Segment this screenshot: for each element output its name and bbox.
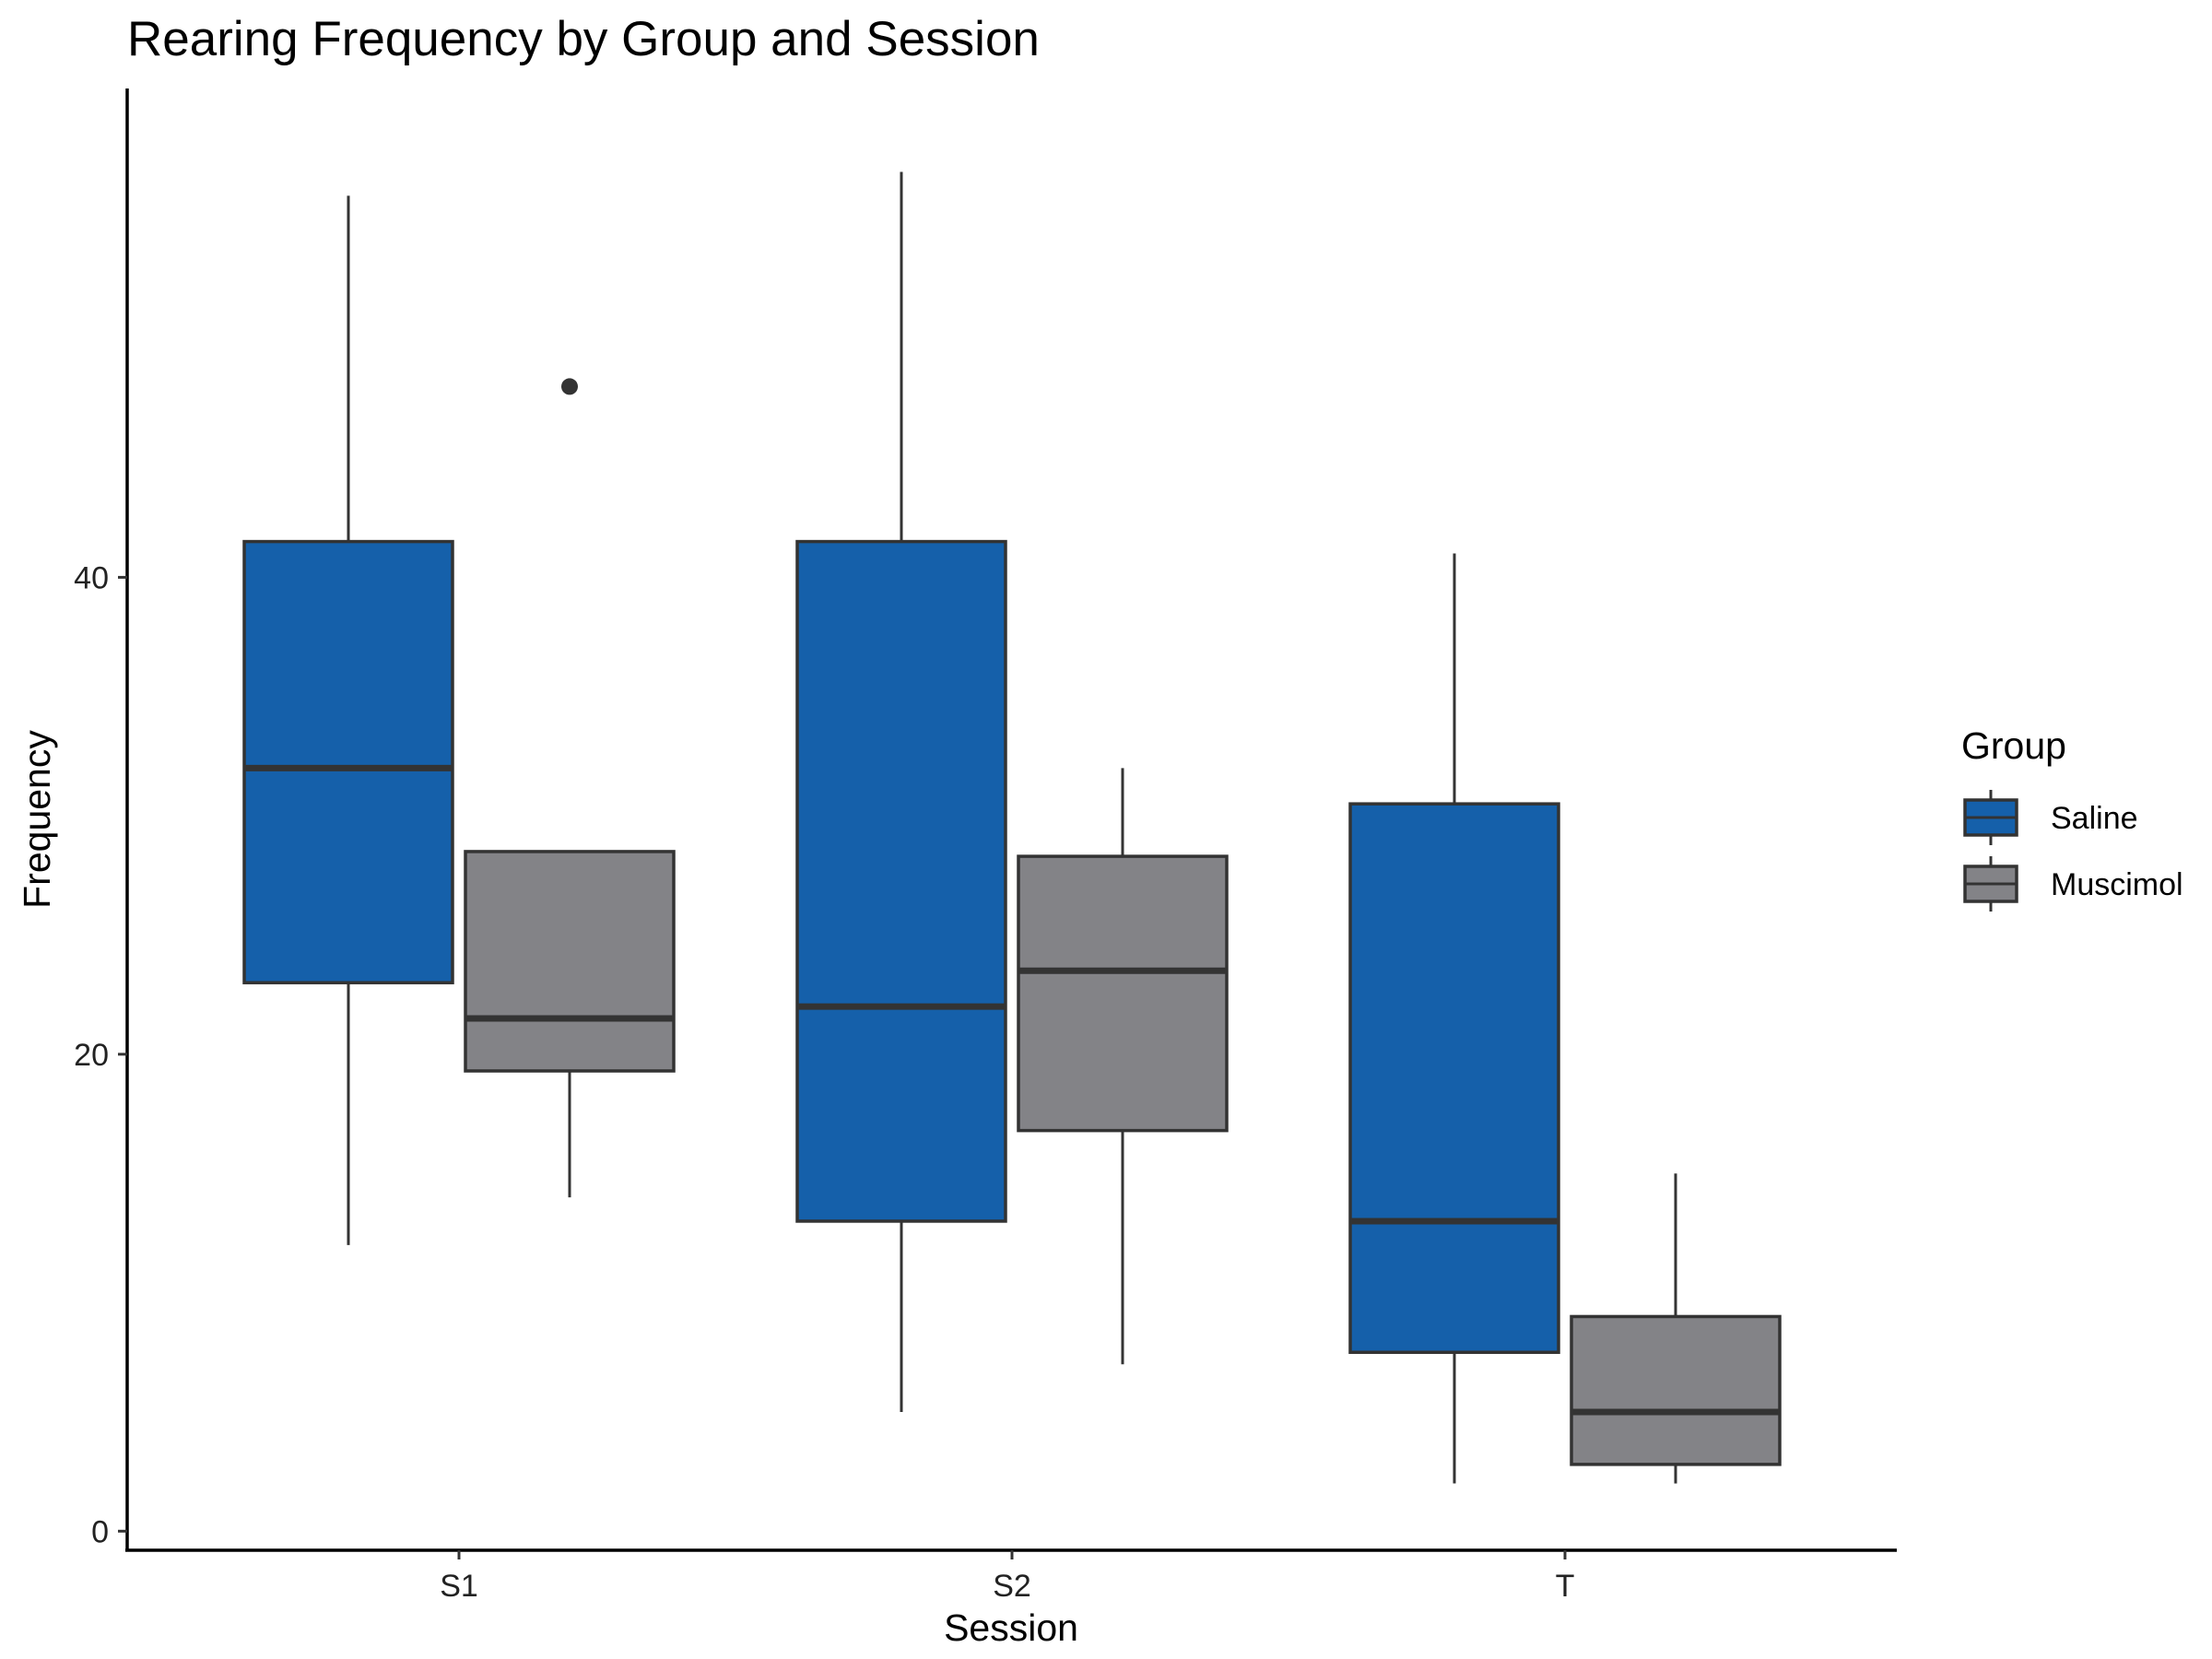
outlier-point — [561, 378, 578, 395]
x-tick-label: S1 — [440, 1569, 478, 1604]
y-axis-title: Frequency — [16, 730, 58, 909]
x-tick-label: T — [1556, 1569, 1575, 1604]
y-tick-label: 20 — [74, 1038, 109, 1073]
box-muscimol-t — [1570, 1173, 1782, 1484]
box-iqr — [464, 850, 676, 1073]
y-ticks: 0 20 40 — [74, 560, 127, 1549]
box-iqr — [1570, 1314, 1782, 1466]
y-tick-label: 0 — [91, 1514, 109, 1549]
box-saline-t — [1348, 553, 1560, 1484]
legend: Group Saline Muscimol — [1961, 724, 2183, 912]
legend-items: Saline Muscimol — [1963, 790, 2183, 912]
x-ticks: S1 S2 T — [440, 1550, 1574, 1604]
x-axis-title: Session — [944, 1606, 1078, 1649]
y-tick-label: 40 — [74, 560, 109, 595]
x-tick-label: S2 — [993, 1569, 1031, 1604]
legend-label: Muscimol — [2051, 867, 2183, 902]
box-series — [242, 171, 1782, 1484]
chart-title: Rearing Frequency by Group and Session — [127, 12, 1040, 66]
box-iqr — [795, 539, 1007, 1223]
legend-item-muscimol: Muscimol — [1963, 856, 2183, 912]
box-iqr — [242, 539, 454, 984]
box-iqr — [1017, 854, 1229, 1133]
box-saline-s2 — [795, 171, 1007, 1412]
legend-item-saline: Saline — [1963, 790, 2138, 845]
legend-label: Saline — [2051, 801, 2138, 836]
box-saline-s1 — [242, 195, 454, 1245]
plot-area: 0 20 40 S1 S2 T — [74, 88, 1897, 1604]
box-muscimol-s2 — [1017, 768, 1229, 1365]
legend-title: Group — [1961, 724, 2066, 767]
box-muscimol-s1 — [464, 378, 676, 1198]
box-iqr — [1348, 802, 1560, 1355]
